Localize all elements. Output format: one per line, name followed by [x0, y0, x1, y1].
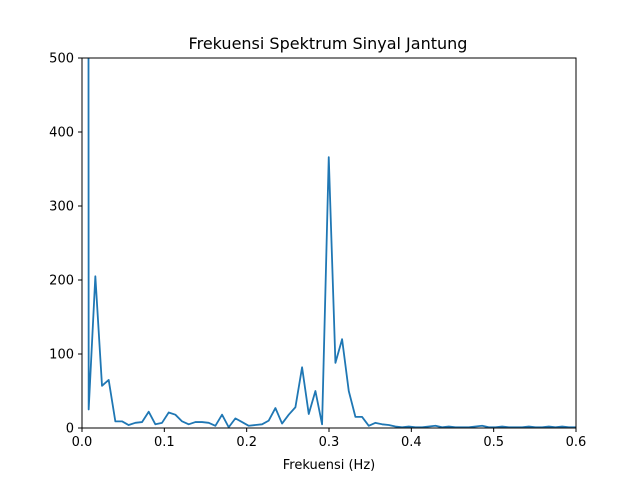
- x-tick-label: 0.6: [566, 435, 587, 450]
- x-tick-label: 0.2: [236, 435, 257, 450]
- series-layer: [87, 58, 576, 428]
- x-axis: 0.0 0.1 0.2 0.3 0.4 0.5 0.6: [72, 428, 587, 450]
- y-tick-label: 400: [49, 126, 74, 141]
- y-tick-label: 100: [49, 348, 74, 363]
- y-tick-label: 0: [66, 422, 74, 437]
- chart-title: Frekuensi Spektrum Sinyal Jantung: [189, 34, 468, 53]
- x-tick-label: 0.0: [72, 435, 93, 450]
- x-tick-label: 0.5: [483, 435, 504, 450]
- x-tick-label: 0.1: [154, 435, 175, 450]
- spectrum-series-line: [87, 58, 576, 428]
- y-axis: 0 100 200 300 400 500: [49, 52, 82, 437]
- y-tick-label: 200: [49, 274, 74, 289]
- x-tick-label: 0.4: [401, 435, 422, 450]
- y-tick-label: 500: [49, 52, 74, 67]
- x-axis-label: Frekuensi (Hz): [283, 458, 375, 473]
- x-tick-label: 0.3: [319, 435, 340, 450]
- y-tick-label: 300: [49, 200, 74, 215]
